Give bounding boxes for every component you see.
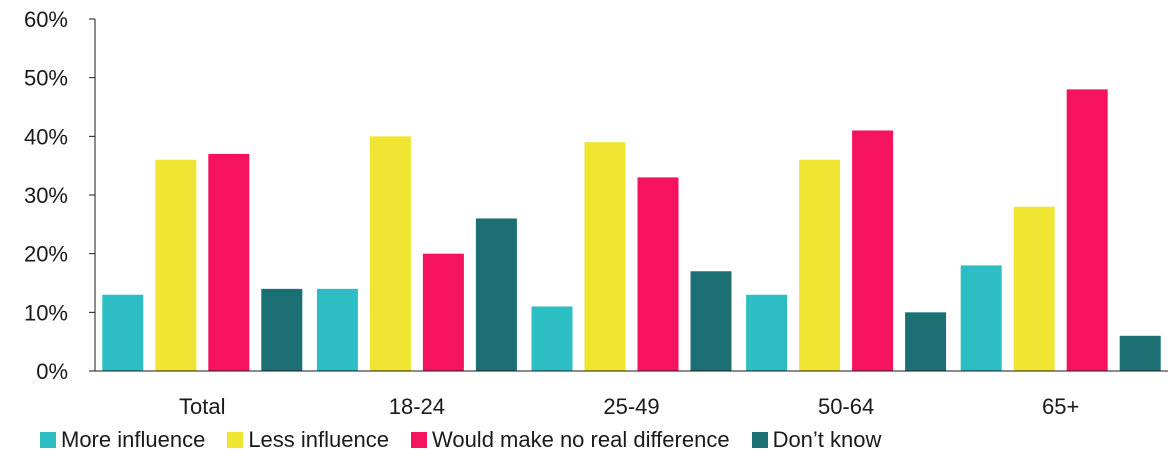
x-axis: Total 18-24 25-49 50-64 65+	[95, 370, 1168, 419]
legend-label: Don’t know	[772, 427, 882, 452]
y-tick-label: 0%	[36, 359, 68, 384]
bar-would-make-no-real-difference-25-49[interactable]	[637, 177, 679, 371]
bar-would-make-no-real-difference-18-24[interactable]	[422, 253, 464, 371]
y-tick-label: 30%	[24, 183, 68, 208]
y-tick-label: 50%	[24, 66, 68, 91]
legend-swatch	[227, 432, 244, 448]
y-tick-label: 10%	[24, 300, 68, 325]
bar-don-t-know-18-24[interactable]	[475, 218, 517, 371]
bar-less-influence-18-24[interactable]	[369, 136, 411, 371]
bar-chart: 0% 10% 20% 30% 40% 50% 60% Total 18-24 25-49 50-6…	[24, 7, 1168, 419]
legend-item-no-real-difference[interactable]: Would make no real difference	[410, 427, 730, 453]
y-tick-label: 40%	[24, 124, 68, 149]
legend-swatch	[40, 432, 56, 448]
bar-less-influence-65[interactable]	[1013, 206, 1055, 371]
bar-less-influence-total[interactable]	[155, 159, 197, 371]
bar-don-t-know-total[interactable]	[261, 288, 303, 371]
bar-don-t-know-50-64[interactable]	[905, 312, 947, 371]
bar-don-t-know-65[interactable]	[1119, 335, 1161, 371]
y-axis: 0% 10% 20% 30% 40% 50% 60%	[24, 7, 96, 384]
x-tick-label-25-49: 25-49	[603, 394, 659, 419]
bars	[102, 89, 1161, 372]
bar-less-influence-50-64[interactable]	[799, 159, 841, 371]
x-tick-label-18-24: 18-24	[389, 394, 445, 419]
bar-more-influence-65[interactable]	[960, 265, 1002, 371]
x-tick-label-50-64: 50-64	[818, 394, 874, 419]
legend: More influence Less influence Would make…	[40, 424, 903, 456]
bar-would-make-no-real-difference-65[interactable]	[1066, 89, 1108, 372]
y-tick-label: 20%	[24, 242, 68, 267]
legend-item-less-influence[interactable]: Less influence	[227, 427, 389, 453]
bar-would-make-no-real-difference-total[interactable]	[208, 153, 250, 371]
x-tick-label-total: Total	[179, 394, 225, 419]
legend-swatch	[410, 432, 427, 448]
legend-swatch	[751, 432, 768, 448]
legend-item-more-influence[interactable]: More influence	[40, 427, 205, 453]
bar-don-t-know-25-49[interactable]	[690, 271, 732, 371]
legend-label: Would make no real difference	[431, 427, 730, 452]
legend-item-dont-know[interactable]: Don’t know	[751, 427, 882, 453]
y-tick-label: 60%	[24, 7, 68, 32]
bar-more-influence-50-64[interactable]	[746, 294, 788, 371]
x-tick-label-65: 65+	[1042, 394, 1079, 419]
bar-more-influence-total[interactable]	[102, 294, 144, 371]
legend-label: Less influence	[248, 427, 389, 452]
legend-label: More influence	[61, 427, 206, 452]
bar-more-influence-18-24[interactable]	[316, 288, 358, 371]
bar-less-influence-25-49[interactable]	[584, 142, 626, 371]
bar-more-influence-25-49[interactable]	[531, 306, 573, 371]
bar-would-make-no-real-difference-50-64[interactable]	[852, 130, 894, 371]
